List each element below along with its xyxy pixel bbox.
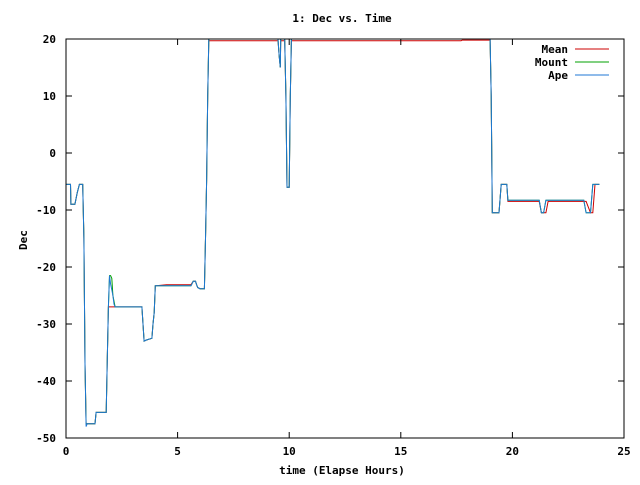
y-tick-label-1: -40	[36, 375, 56, 388]
y-tick-label-7: 20	[43, 33, 56, 46]
y-tick-label-4: -10	[36, 204, 56, 217]
x-axis-label: time (Elapse Hours)	[279, 464, 405, 477]
y-tick-label-0: -50	[36, 432, 56, 445]
legend-label-ape: Ape	[548, 69, 568, 82]
series-line-mount	[66, 38, 600, 425]
y-axis-label: Dec	[17, 230, 30, 250]
x-tick-label-3: 15	[394, 445, 407, 458]
y-tick-label-2: -30	[36, 318, 56, 331]
series-line-ape	[66, 38, 600, 427]
x-tick-label-4: 20	[506, 445, 519, 458]
series-line-mean	[66, 39, 600, 425]
legend-label-mean: Mean	[542, 43, 569, 56]
x-tick-label-1: 5	[174, 445, 181, 458]
legend-label-mount: Mount	[535, 56, 568, 69]
series-layer	[66, 38, 600, 427]
y-tick-label-3: -20	[36, 261, 56, 274]
chart-title: 1: Dec vs. Time	[292, 12, 392, 25]
y-tick-label-6: 10	[43, 90, 56, 103]
y-tick-label-5: 0	[49, 147, 56, 160]
x-tick-label-0: 0	[63, 445, 70, 458]
x-tick-label-5: 25	[617, 445, 630, 458]
ticks-layer: 0 5 10 15 20 25 -50 -40 -30 -20 -10 0 10 20	[36, 33, 631, 458]
x-tick-label-2: 10	[283, 445, 296, 458]
plot-frame	[65, 38, 625, 439]
